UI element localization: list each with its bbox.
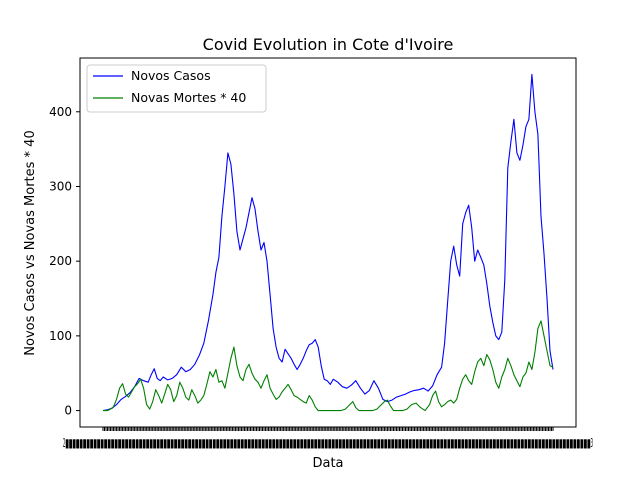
y-tick-label-0: 0 [64,404,72,418]
y-tick-label-300: 300 [49,179,72,193]
x-axis-label: Data [312,456,343,471]
plot-frame [79,57,577,428]
series-line-0 [102,73,554,412]
legend: Novos Casos Novas Mortes * 40 [86,64,267,113]
series-line-1 [103,320,554,412]
legend-box [86,64,267,113]
chart-title: Covid Evolution in Cote d'Ivoire [203,35,454,54]
x-tick-labels: 2■■■■■■■■■■■■■■■■■■■■■■■■■■■■■■■■■■■■■■■… [63,436,593,450]
x-ticks [102,427,554,431]
legend-label-novos-casos: Novos Casos [131,68,211,83]
y-axis: 0 100 200 300 400 [49,105,80,418]
x-axis: 2■■■■■■■■■■■■■■■■■■■■■■■■■■■■■■■■■■■■■■■… [63,427,593,450]
series-layer [102,73,554,412]
y-tick-label-200: 200 [49,254,72,268]
y-tick-label-400: 400 [49,105,72,119]
y-axis-label: Novos Casos vs Novas Mortes * 40 [23,130,38,355]
y-tick-label-100: 100 [49,329,72,343]
legend-label-novas-mortes: Novas Mortes * 40 [131,90,246,105]
